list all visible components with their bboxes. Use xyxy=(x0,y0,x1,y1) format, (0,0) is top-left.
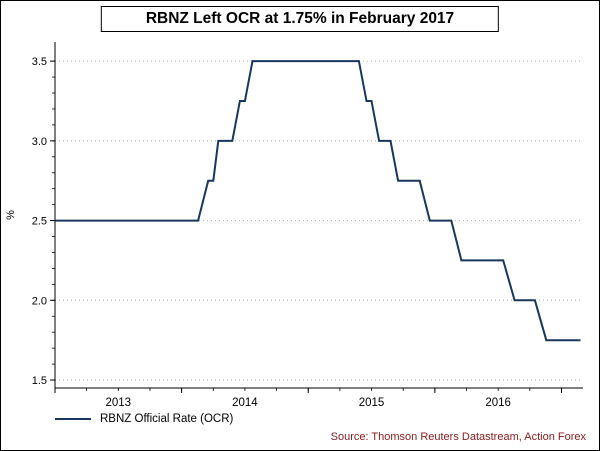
y-tick-label: 3.5 xyxy=(32,56,47,68)
legend-label: RBNZ Official Rate (OCR) xyxy=(100,413,234,425)
x-tick-label: 2014 xyxy=(232,397,258,409)
y-tick-label: 1.5 xyxy=(32,375,47,387)
y-tick-label: 2.0 xyxy=(32,295,47,307)
y-tick-label: 3.0 xyxy=(32,136,47,148)
chart-title: RBNZ Left OCR at 1.75% in February 2017 xyxy=(145,10,455,27)
x-tick-label: 2015 xyxy=(359,397,385,409)
source-note: Source: Thomson Reuters Datastream, Acti… xyxy=(330,431,586,443)
x-tick-label: 2013 xyxy=(106,397,132,409)
x-tick-label: 2016 xyxy=(485,397,511,409)
ocr-rate-line xyxy=(55,60,581,342)
chart-title-box: RBNZ Left OCR at 1.75% in February 2017 xyxy=(100,6,500,32)
y-axis-title: % xyxy=(5,210,17,220)
legend-line-swatch xyxy=(55,418,91,420)
y-tick-label: 2.5 xyxy=(32,216,47,228)
legend: RBNZ Official Rate (OCR) xyxy=(55,413,233,425)
